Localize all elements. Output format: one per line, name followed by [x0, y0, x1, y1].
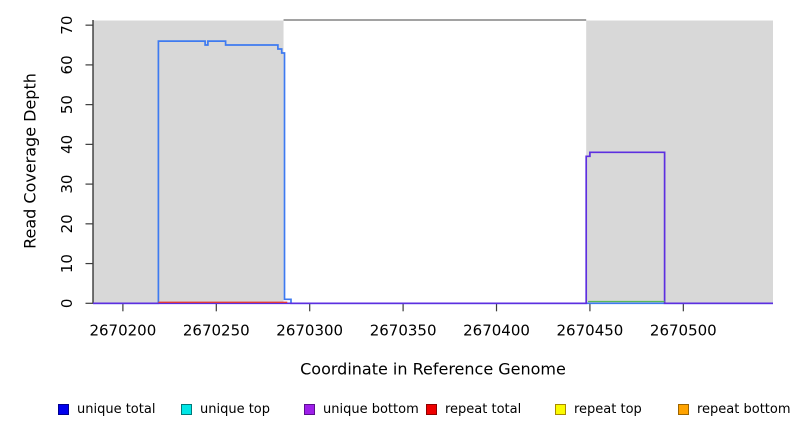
x-tick-label: 2670500: [650, 321, 717, 339]
x-tick-label: 2670300: [276, 321, 343, 339]
y-tick-label: 30: [58, 175, 76, 194]
x-tick-label: 2670450: [557, 321, 624, 339]
shaded-region-left: [93, 20, 284, 304]
x-tick-label: 2670250: [183, 321, 250, 339]
series-unique-total: [93, 40, 773, 305]
y-tick-label: 20: [58, 214, 76, 233]
y-axis-title: Read Coverage Depth: [20, 73, 40, 249]
x-tick-label: 2670200: [89, 321, 156, 339]
y-tick-label: 60: [58, 55, 76, 74]
y-tick-label: 70: [58, 16, 76, 35]
y-tick-label: 10: [58, 254, 76, 273]
y-tick-label: 0: [58, 299, 76, 309]
shaded-region-right: [586, 20, 773, 304]
x-tick-label: 2670350: [370, 321, 437, 339]
x-tick-label: 2670400: [463, 321, 530, 339]
series-unique-bottom: [93, 151, 773, 305]
x-axis-title: Coordinate in Reference Genome: [300, 359, 566, 379]
y-tick-label: 50: [58, 95, 76, 114]
y-tick-label: 40: [58, 135, 76, 154]
